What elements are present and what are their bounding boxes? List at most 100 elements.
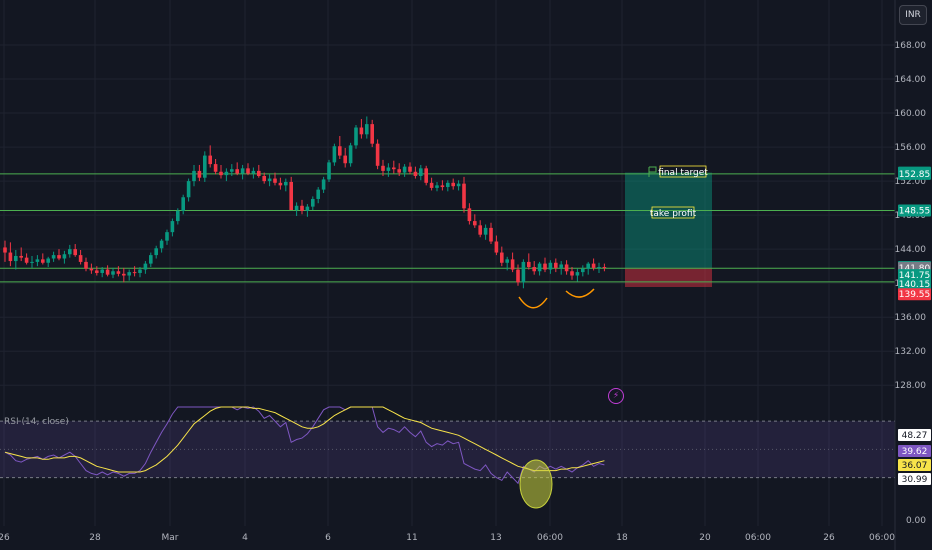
candle-body	[527, 261, 531, 268]
candle-body	[278, 182, 283, 186]
candle-body	[284, 181, 288, 186]
candle-body	[257, 170, 261, 176]
candle-body	[386, 167, 391, 171]
rsi-legend: RSI (14, close)	[4, 417, 69, 427]
candle-body	[532, 267, 536, 272]
candle-body	[397, 169, 401, 173]
candle-body	[154, 248, 158, 256]
candle-body	[564, 264, 569, 272]
candle-body	[246, 168, 250, 174]
candle-body	[435, 185, 439, 188]
candle-body	[419, 168, 423, 176]
x-tick-label: 06:00	[537, 533, 563, 543]
candle-body	[208, 155, 212, 165]
candle-body	[62, 254, 67, 259]
candle-body	[505, 259, 509, 263]
candle-body	[14, 255, 18, 262]
rsi-highlight-ellipse	[519, 459, 553, 509]
rsi-value-tag-label: 48.27	[902, 431, 928, 441]
candle-body	[95, 270, 99, 273]
x-tick-label: 06:00	[745, 533, 771, 543]
candle-body	[424, 168, 428, 183]
candle-body	[370, 124, 374, 144]
candle-body	[143, 263, 148, 270]
candle-body	[581, 268, 585, 273]
rsi-value-tag	[898, 473, 931, 485]
candle-body	[41, 259, 45, 263]
candle-body	[132, 272, 137, 274]
candle-body	[456, 183, 461, 187]
candle-body	[570, 271, 574, 276]
rsi-value-tag	[898, 429, 931, 441]
candle-body	[105, 269, 110, 275]
annotation-box	[659, 165, 707, 178]
candle-body	[240, 168, 245, 174]
candle-body	[413, 171, 418, 176]
candlestick-series	[3, 116, 607, 289]
candle-body	[429, 182, 434, 188]
y-tick-label: 144.00	[895, 245, 927, 255]
rsi-series	[4, 406, 605, 485]
candle-body	[392, 167, 396, 170]
time-axis[interactable]: 26 28 Mar 4 6 11 13 06:00 18 20 06:00 26 06:00	[0, 533, 895, 543]
candle-body	[116, 271, 121, 274]
candle-body	[602, 267, 607, 269]
price-labels: 153.00152.85148.55141.80141.80141.75140.…	[898, 166, 931, 485]
price-tag	[898, 288, 931, 301]
candle-body	[138, 269, 142, 273]
candle-body	[375, 143, 380, 166]
drawings[interactable]: final target take profit	[518, 165, 708, 509]
candle-body	[446, 182, 450, 188]
annotation-label: final target	[658, 168, 708, 178]
candle-body	[451, 182, 455, 187]
candle-body	[213, 164, 218, 172]
candle-body	[478, 225, 482, 235]
candle-body	[548, 262, 553, 270]
candle-body	[262, 176, 266, 182]
rsi-value-tag	[898, 445, 931, 457]
candle-body	[78, 255, 83, 262]
candle-body	[462, 183, 466, 209]
candle-body	[408, 166, 412, 172]
x-tick-label: 13	[490, 533, 501, 543]
alert-bolt-icon[interactable]: ⚡	[608, 388, 624, 404]
candle-body	[510, 259, 515, 270]
candle-body	[586, 263, 590, 269]
pattern-arc	[518, 296, 548, 309]
candle-body	[251, 170, 256, 174]
y-tick-label: 132.00	[895, 347, 927, 357]
candle-body	[24, 257, 29, 263]
candle-body	[186, 181, 191, 198]
x-tick-label: 4	[242, 533, 248, 543]
candle-body	[543, 263, 547, 270]
target-zone	[625, 172, 712, 268]
rsi-value-tag-label: 36.07	[902, 461, 928, 471]
price-tag-label: 139.55	[899, 290, 931, 300]
candle-body	[402, 166, 407, 173]
x-tick-label: 28	[89, 533, 101, 543]
candle-body	[575, 272, 580, 276]
candle-body	[316, 189, 320, 199]
candle-body	[554, 262, 558, 268]
rsi-y-tick-label: 0.00	[906, 516, 926, 526]
candle-body	[235, 169, 239, 174]
candle-body	[289, 181, 293, 211]
candle-body	[170, 221, 175, 233]
candle-body	[219, 171, 223, 176]
x-tick-label: 20	[699, 533, 711, 543]
horizontal-lines[interactable]	[0, 173, 895, 283]
x-tick-label: 11	[406, 533, 417, 543]
candle-body	[440, 185, 445, 188]
currency-button[interactable]: INR	[899, 5, 927, 25]
price-tag	[898, 167, 931, 180]
candle-body	[294, 205, 299, 211]
candle-body	[84, 261, 88, 269]
candle-body	[192, 170, 196, 182]
x-tick-label: 6	[325, 533, 331, 543]
x-tick-label: Mar	[162, 533, 179, 543]
y-tick-label: 164.00	[895, 75, 927, 85]
candle-body	[483, 227, 488, 235]
candle-body	[122, 273, 126, 276]
annotation-box	[651, 206, 695, 219]
